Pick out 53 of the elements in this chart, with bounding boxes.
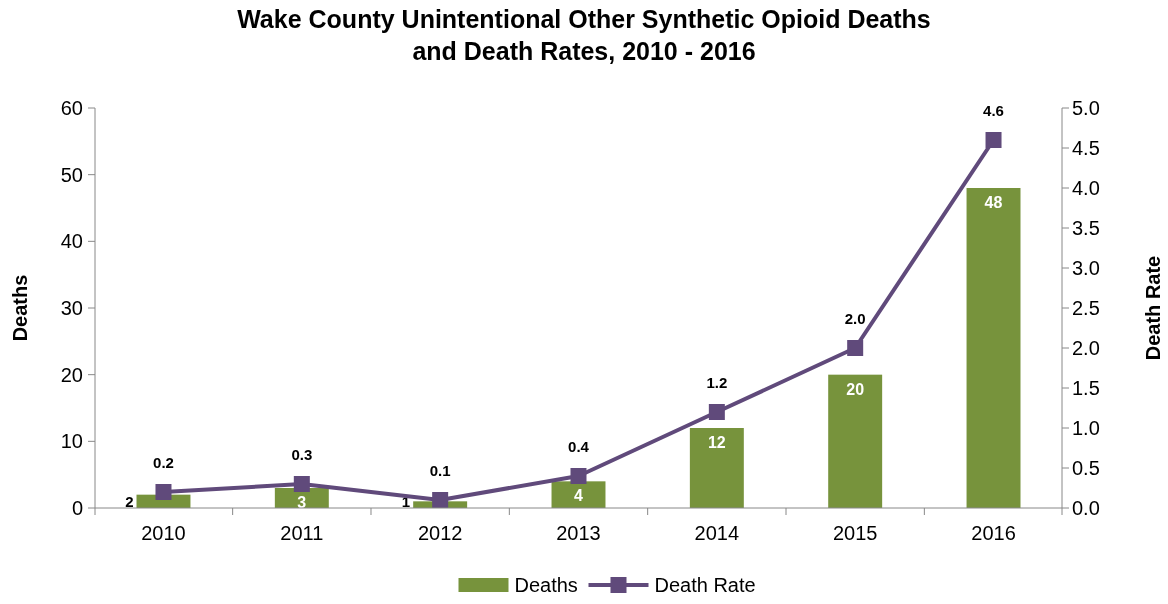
y2-tick-label: 0.0 xyxy=(1072,497,1100,519)
point xyxy=(708,404,725,420)
y-axis-title: Deaths xyxy=(9,274,31,342)
y2-tick-label: 2.5 xyxy=(1072,297,1100,319)
y2-tick-label: 4.0 xyxy=(1072,177,1100,199)
point xyxy=(155,484,172,500)
y2-tick-label: 3.0 xyxy=(1072,257,1100,279)
y-tick-label: 60 xyxy=(60,97,83,119)
data-label: 0.4 xyxy=(568,438,590,455)
data-label: 0.3 xyxy=(291,446,313,463)
data-label: 1.2 xyxy=(706,374,728,391)
y2-tick-label: 5.0 xyxy=(1072,97,1100,119)
x-tick-label: 2016 xyxy=(971,522,1016,544)
point xyxy=(570,468,587,484)
y-tick-label: 20 xyxy=(60,363,83,386)
x-tick-label: 2014 xyxy=(694,522,740,544)
point xyxy=(847,340,864,356)
bar xyxy=(689,428,744,508)
legend-label: Deaths xyxy=(514,574,578,596)
y2-axis-title: Death Rate xyxy=(1142,255,1164,361)
data-label: 20 xyxy=(846,380,865,398)
x-tick-label: 2012 xyxy=(417,522,463,544)
data-label: 12 xyxy=(707,434,726,451)
y2-tick-label: 3.5 xyxy=(1072,217,1100,239)
x-tick-label: 2011 xyxy=(280,522,324,544)
data-label: 0.2 xyxy=(153,454,174,471)
y2-tick-label: 2.0 xyxy=(1072,337,1100,359)
point xyxy=(293,476,310,492)
bar xyxy=(966,188,1021,508)
data-label: 0.1 xyxy=(429,462,451,479)
y-tick-label: 50 xyxy=(60,163,83,186)
chart-title: Wake County Unintentional Other Synthetic Opioid Deaths and Death Rates, 2010 - 2016 xyxy=(237,5,931,65)
y2-tick-label: 1.0 xyxy=(1072,417,1100,439)
x-tick-label: 2015 xyxy=(832,522,878,544)
y2-tick-label: 1.5 xyxy=(1072,377,1100,399)
point xyxy=(985,132,1002,148)
data-label: 4.6 xyxy=(983,102,1004,119)
data-label: 3 xyxy=(297,494,307,511)
data-label: 2.0 xyxy=(844,310,866,327)
point xyxy=(432,492,449,508)
y-tick-label: 10 xyxy=(60,430,83,453)
legend-label: Death Rate xyxy=(654,574,756,596)
y2-tick-label: 4.5 xyxy=(1072,137,1100,159)
data-label: 2 xyxy=(125,493,134,510)
y-tick-label: 0 xyxy=(71,497,83,519)
data-label: 48 xyxy=(984,194,1003,211)
y-tick-label: 30 xyxy=(60,297,83,319)
y2-tick-label: 0.5 xyxy=(1072,457,1100,479)
y-tick-label: 40 xyxy=(60,230,83,253)
x-tick-label: 2013 xyxy=(556,522,601,544)
x-tick-label: 2010 xyxy=(141,522,186,544)
data-label: 4 xyxy=(574,487,584,505)
bar xyxy=(828,374,883,508)
